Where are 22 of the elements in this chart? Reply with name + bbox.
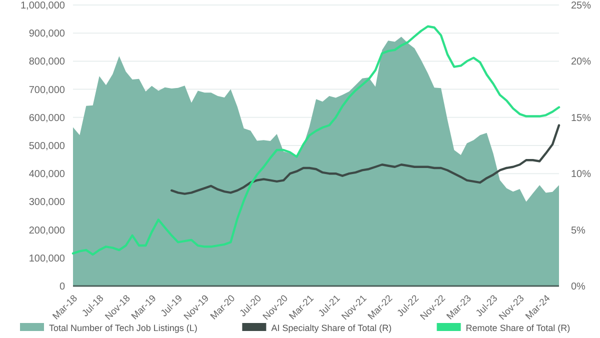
y-tick-label: 700,000 — [28, 84, 66, 96]
y-tick-label: 600,000 — [28, 112, 66, 124]
y2-tick-label: 10% — [571, 169, 592, 180]
y2-tick-label: 5% — [571, 225, 586, 236]
y-tick-label: 500,000 — [28, 141, 66, 152]
legend-label: AI Specialty Share of Total (R) — [271, 323, 392, 333]
y-tick-label: 800,000 — [28, 56, 66, 68]
y2-tick-label: 20% — [571, 56, 592, 68]
line-series — [72, 25, 560, 256]
y-tick-label: 900,000 — [28, 28, 66, 40]
y-tick-label: 1,000,000 — [20, 0, 66, 12]
y-tick-label: 400,000 — [28, 169, 66, 180]
legend-label: Remote Share of Total (R) — [466, 323, 570, 333]
y2-tick-label: 0% — [571, 282, 586, 292]
y2-tick-label: 15% — [571, 112, 592, 124]
y2-tick-label: 25% — [571, 0, 592, 12]
y-tick-label: 0 — [59, 282, 66, 292]
y-tick-label: 100,000 — [28, 253, 66, 264]
legend-label: Total Number of Tech Job Listings (L) — [49, 323, 198, 333]
y-tick-label: 200,000 — [28, 225, 66, 236]
y-tick-label: 300,000 — [28, 197, 66, 208]
line-series — [170, 124, 560, 195]
